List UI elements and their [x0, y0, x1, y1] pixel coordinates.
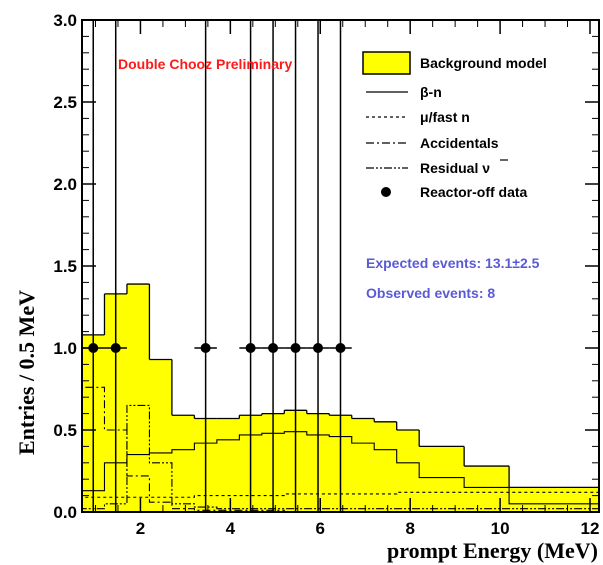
data-point-6	[313, 343, 324, 353]
banner-text: Double Chooz Preliminary	[118, 56, 292, 72]
legend: Background model β-n μ/fast n Accidental…	[362, 51, 547, 200]
data-point-2	[200, 343, 211, 353]
x-tick-label-5: 12	[581, 519, 600, 538]
legend-reactor-off-marker	[381, 187, 391, 197]
legend-accidentals-label: Accidentals	[420, 135, 499, 151]
y-axis-title: Entries / 0.5 MeV	[14, 290, 39, 455]
observed-events-text: Observed events: 8	[366, 285, 495, 301]
mu-fast-n-line	[81, 491, 600, 512]
legend-beta-n-label: β-n	[420, 84, 442, 100]
x-axis-title: prompt Energy (MeV)	[387, 538, 598, 563]
axis-ticks: 2 4 6 8 10 12 0.0 0.5 1.0 1.5 2.0 2.5 3.0	[53, 11, 599, 538]
expected-events-text: Expected events: 13.1±2.5	[366, 255, 540, 271]
x-tick-label-0: 2	[136, 519, 145, 538]
residual-nu-line	[81, 404, 600, 512]
y-tick-label-1: 0.5	[53, 421, 77, 440]
legend-background-model-swatch	[362, 51, 411, 75]
y-tick-label-3: 1.5	[53, 257, 77, 276]
x-tick-label-2: 6	[316, 519, 325, 538]
data-point-7	[335, 343, 346, 353]
data-point-1	[110, 343, 121, 353]
x-tick-label-1: 4	[226, 519, 236, 538]
legend-reactor-off-label: Reactor-off data	[420, 184, 528, 200]
data-point-5	[290, 343, 301, 353]
y-tick-label-2: 1.0	[53, 339, 77, 358]
legend-residual-nu-label: Residual ν	[420, 160, 490, 176]
legend-background-model-label: Background model	[420, 55, 547, 71]
x-tick-label-3: 8	[405, 519, 414, 538]
x-tick-label-4: 10	[491, 519, 510, 538]
y-tick-label-0: 0.0	[53, 503, 77, 522]
y-tick-label-6: 3.0	[53, 11, 77, 30]
legend-mu-fast-n-label: μ/fast n	[420, 109, 470, 125]
background-model-fill	[82, 284, 599, 512]
y-tick-label-4: 2.0	[53, 175, 77, 194]
data-point-4	[268, 343, 279, 353]
histogram-layer	[81, 283, 600, 513]
data-point-3	[245, 343, 256, 353]
y-tick-label-5: 2.5	[53, 93, 77, 112]
